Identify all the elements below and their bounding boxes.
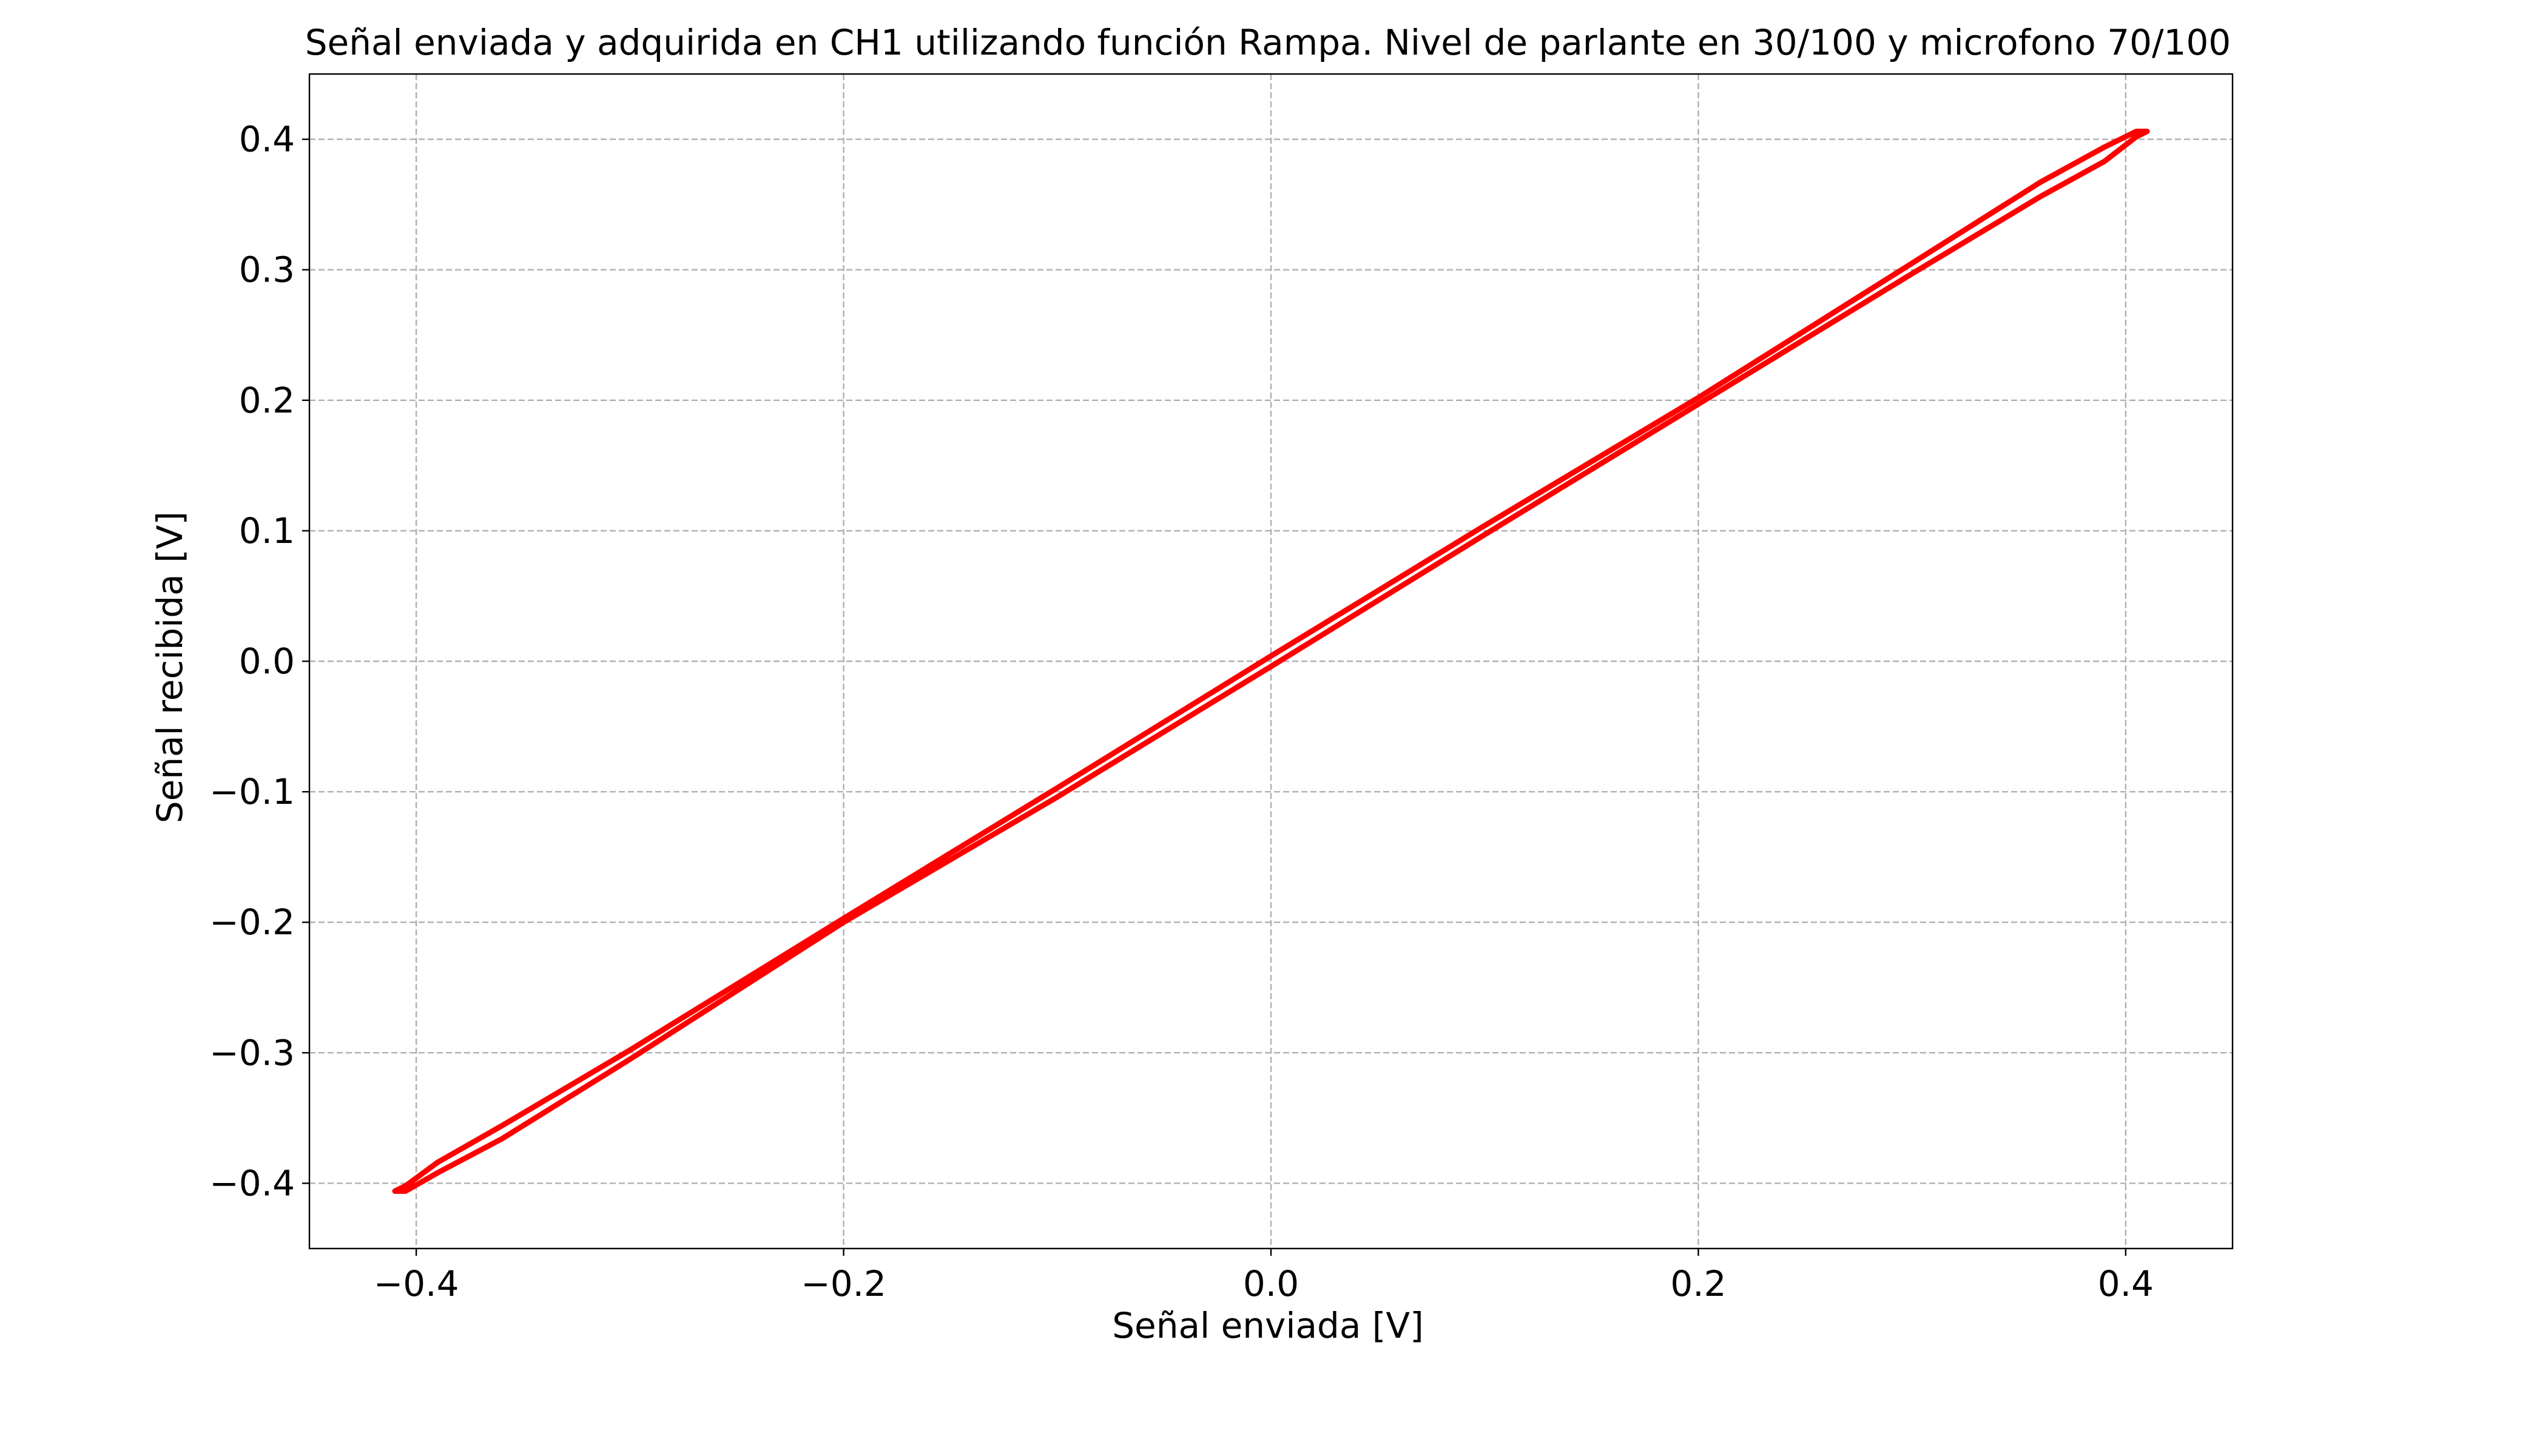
y-tick-label: −0.1 <box>209 771 295 812</box>
x-tick-label: −0.2 <box>801 1263 886 1304</box>
x-tick-label: 0.2 <box>1670 1263 1726 1304</box>
y-tick-label: 0.1 <box>239 510 295 551</box>
ticks: −0.4 −0.2 0.0 0.2 0.4 −0.4 −0.3 −0.2 −0.1 0.0 0.1 0… <box>209 119 2154 1304</box>
y-tick-label: −0.2 <box>209 902 295 943</box>
y-tick-label: 0.3 <box>239 249 295 291</box>
x-tick-label: −0.4 <box>374 1263 459 1304</box>
series-layer <box>392 129 2150 1194</box>
y-axis-label: Señal recibida [V] <box>149 511 190 823</box>
x-axis-label: Señal enviada [V] <box>1112 1305 1424 1346</box>
x-tick-label: 0.0 <box>1243 1263 1299 1304</box>
y-tick-label: −0.3 <box>209 1032 295 1073</box>
y-tick-label: −0.4 <box>209 1162 295 1204</box>
grid <box>309 74 2233 1249</box>
chart-title: Señal enviada y adquirida en CH1 utiliza… <box>305 22 2231 63</box>
y-tick-label: 0.4 <box>239 119 295 160</box>
series-line <box>392 129 2150 1194</box>
y-tick-label: 0.2 <box>239 380 295 421</box>
y-tick-label: 0.0 <box>239 641 295 682</box>
x-tick-label: 0.4 <box>2098 1263 2154 1304</box>
